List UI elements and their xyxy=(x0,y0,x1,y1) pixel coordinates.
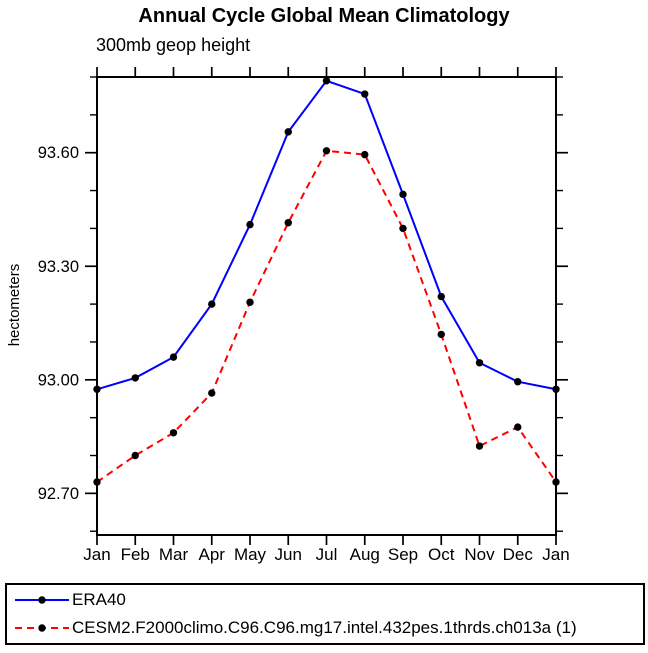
x-tick-label: May xyxy=(234,545,267,564)
series-2-marker xyxy=(475,442,484,450)
series-2-marker xyxy=(399,224,407,233)
series-2-marker xyxy=(552,478,560,486)
series-1-marker xyxy=(437,292,445,301)
series-1-marker xyxy=(93,385,101,393)
legend-label-1: ERA40 xyxy=(72,590,126,610)
series-1-marker xyxy=(169,353,178,361)
series-1-marker xyxy=(475,359,484,367)
x-tick-label: Nov xyxy=(464,545,495,564)
x-tick-label: Jan xyxy=(542,545,569,564)
x-tick-label: Jun xyxy=(275,545,302,564)
series-2-marker xyxy=(208,389,216,397)
legend: ERA40 CESM2.F2000climo.C96.C96.mg17.intel… xyxy=(5,583,645,645)
x-tick-label: Jan xyxy=(83,545,110,564)
legend-line-sample xyxy=(15,623,69,632)
series-2-marker xyxy=(93,478,101,486)
series-line-1 xyxy=(96,79,557,391)
chart-title: Annual Cycle Global Mean Climatology xyxy=(138,5,510,27)
series-2-marker xyxy=(437,330,445,339)
y-tick-label: 93.00 xyxy=(38,371,79,389)
series-2-marker xyxy=(131,451,139,460)
legend-marker xyxy=(38,596,46,605)
x-tick-label: Jul xyxy=(316,545,338,564)
series-1-marker xyxy=(322,77,331,85)
x-tick-label: Apr xyxy=(199,545,226,564)
legend-entry-2: CESM2.F2000climo.C96.C96.mg17.intel.432p… xyxy=(14,616,643,640)
y-tick-label: 93.60 xyxy=(38,144,79,162)
plot-box xyxy=(96,76,557,536)
series-2-marker xyxy=(514,423,522,431)
series-2-marker xyxy=(322,147,331,155)
series-1-marker xyxy=(399,190,407,199)
series-2-marker xyxy=(284,219,292,227)
series-2-marker xyxy=(169,429,178,437)
x-tick-label: Feb xyxy=(121,545,150,564)
series-1-marker xyxy=(208,300,216,308)
series-1-marker xyxy=(284,128,292,136)
series-1-marker xyxy=(361,90,369,98)
y-tick-label: 93.30 xyxy=(38,258,79,276)
x-tick-label: Aug xyxy=(350,545,380,564)
chart-subtitle: 300mb geop height xyxy=(96,35,251,55)
y-tick-label: 92.70 xyxy=(38,485,79,503)
plot-area: Jan Feb Mar Apr May Jun Jul Aug Sep Oct Nov Dec Jan 9… xyxy=(38,67,570,564)
x-tick-label: Mar xyxy=(159,545,189,564)
legend-entry-1: ERA40 xyxy=(14,588,643,612)
legend-marker xyxy=(38,623,46,632)
series-1-marker xyxy=(514,378,522,386)
series-2-marker xyxy=(246,298,254,306)
legend-label-2: CESM2.F2000climo.C96.C96.mg17.intel.432p… xyxy=(72,617,577,637)
series-2-marker xyxy=(361,150,369,159)
series-line-2 xyxy=(96,149,557,483)
legend-line-sample xyxy=(15,596,69,605)
x-tick-label: Dec xyxy=(503,545,534,564)
x-tick-label: Oct xyxy=(428,545,455,564)
series-1-marker xyxy=(552,385,560,393)
series-1-marker xyxy=(246,220,254,229)
series-1-marker xyxy=(131,374,139,382)
x-tick-label: Sep xyxy=(388,545,418,564)
